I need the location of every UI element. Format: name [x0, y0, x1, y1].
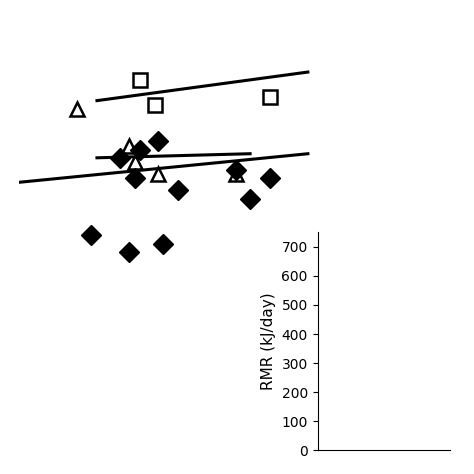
Y-axis label: RMR (kJ/day): RMR (kJ/day)	[261, 292, 276, 390]
